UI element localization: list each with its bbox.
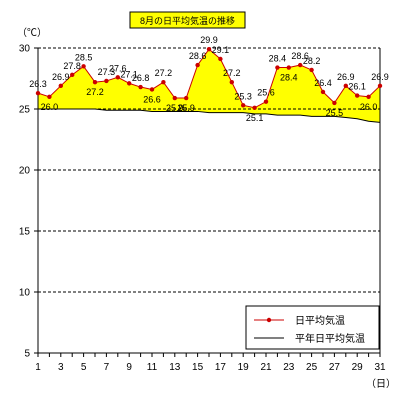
data-label: 27.2	[155, 68, 173, 78]
legend-label-daily: 日平均気温	[295, 314, 345, 327]
data-label: 28.4	[280, 73, 298, 83]
y-tick-label: 20	[19, 166, 31, 177]
data-label: 25.1	[246, 113, 264, 123]
y-tick-label: 5	[24, 349, 30, 360]
data-label: 25.5	[326, 108, 344, 118]
x-tick-label: 15	[192, 362, 204, 373]
area-fill	[38, 49, 380, 123]
data-label: 25.9	[166, 103, 184, 113]
data-label: 28.6	[189, 51, 207, 61]
daily-temperature-point	[195, 62, 200, 68]
data-label: 26.8	[132, 73, 150, 83]
daily-temperature-point	[355, 93, 360, 98]
x-tick-label: 29	[352, 362, 364, 373]
y-axis-label: （℃）	[17, 27, 47, 39]
daily-temperature-point	[161, 79, 166, 85]
data-label: 28.6	[291, 51, 309, 61]
daily-temperature-point	[115, 75, 121, 80]
daily-temperature-point	[47, 94, 52, 100]
data-label: 25.9	[177, 103, 195, 113]
x-tick-label: 17	[215, 362, 227, 373]
daily-temperature-point	[104, 78, 109, 84]
daily-temperature-point	[343, 83, 348, 89]
daily-temperature-point	[229, 79, 234, 85]
x-tick-label: 3	[58, 362, 64, 373]
daily-temperature-point	[138, 84, 143, 90]
daily-temperature-point	[263, 99, 269, 104]
data-label: 29.1	[212, 45, 230, 55]
daily-temperature-point	[309, 67, 314, 73]
daily-temperature-point	[320, 89, 326, 95]
daily-temperature-point	[206, 47, 212, 52]
x-tick-label: 23	[283, 362, 295, 373]
x-tick-label: 9	[126, 362, 132, 373]
daily-temperature-point	[92, 79, 98, 85]
y-tick-label: 30	[19, 44, 31, 55]
daily-temperature-point	[184, 95, 189, 101]
daily-temperature-point	[58, 83, 63, 89]
daily-temperature-point	[127, 81, 132, 86]
x-tick-label: 11	[147, 362, 158, 373]
x-tick-label: 19	[238, 362, 250, 373]
legend-label-normal: 平年日平均気温	[295, 332, 365, 345]
daily-temperature-point	[275, 65, 280, 70]
normal-temperature-line	[38, 108, 381, 123]
daily-temperature-point	[332, 100, 337, 106]
daily-temperature-point	[286, 65, 291, 70]
x-tick-label: 21	[260, 362, 272, 373]
data-label: 27.6	[109, 63, 127, 73]
data-label: 25.3	[234, 91, 252, 101]
data-label: 26.6	[143, 94, 161, 104]
data-label: 26.1	[348, 82, 366, 92]
x-tick-label: 27	[329, 362, 341, 373]
data-label: 28.5	[75, 52, 93, 62]
x-tick-label: 31	[374, 362, 386, 373]
data-label: 27.2	[86, 87, 104, 97]
daily-temperature-point	[366, 94, 371, 100]
data-label: 26.0	[360, 102, 378, 112]
data-label: 27.3	[98, 67, 116, 77]
y-tick-label: 15	[19, 227, 31, 238]
legend-box	[245, 305, 380, 350]
data-label: 26.9	[371, 72, 389, 82]
daily-temperature-point	[298, 62, 303, 68]
x-tick-label: 25	[306, 362, 318, 373]
legend-swatch-daily-marker	[266, 317, 272, 323]
chart-title-box	[129, 11, 246, 29]
chart-title: 8月の日平均気温の推移	[140, 15, 235, 26]
legend: 日平均気温 平年日平均気温	[245, 305, 380, 350]
data-label: 28.2	[303, 56, 321, 66]
y-tick-label: 25	[19, 105, 31, 116]
x-tick-label: 1	[35, 362, 41, 373]
x-axis-label: （日）	[366, 378, 396, 390]
daily-temperature-point	[241, 103, 246, 108]
daily-temperature-point	[377, 83, 383, 89]
daily-temperature-point	[218, 56, 223, 62]
data-label: 26.3	[29, 79, 47, 89]
y-tick-label: 10	[19, 288, 31, 299]
data-label: 28.4	[269, 54, 287, 64]
daily-temperature-point	[252, 105, 257, 110]
data-label: 26.0	[41, 102, 59, 112]
daily-temperature-point	[81, 64, 86, 69]
data-label: 25.6	[257, 88, 275, 98]
x-tick-label: 7	[104, 362, 110, 373]
daily-temperature-point	[70, 72, 75, 78]
x-tick-label: 13	[169, 362, 181, 373]
data-label: 27.8	[63, 61, 81, 71]
data-label: 29.9	[200, 35, 218, 45]
data-label: 27.1	[120, 69, 138, 79]
data-label: 26.4	[314, 78, 332, 88]
data-label: 27.2	[223, 68, 241, 78]
data-label: 26.9	[52, 72, 70, 82]
x-tick-label: 5	[81, 362, 87, 373]
daily-temperature-point	[172, 95, 177, 101]
daily-temperature-point	[35, 90, 41, 96]
data-label: 26.9	[337, 72, 355, 82]
daily-temperature-point	[149, 87, 155, 92]
